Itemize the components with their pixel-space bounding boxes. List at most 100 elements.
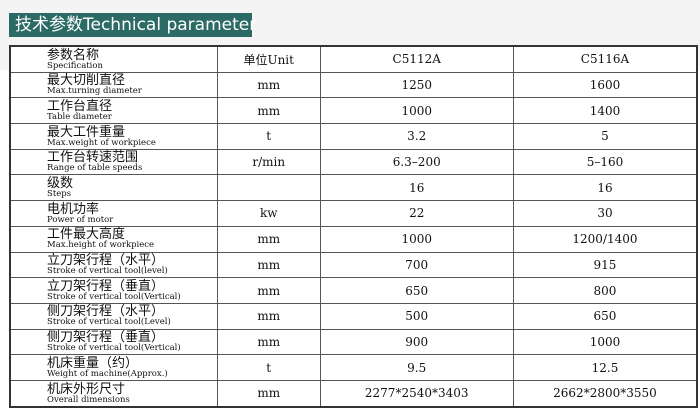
spec-en: Max.height of workpiece xyxy=(47,240,155,251)
model2-value: 12.5 xyxy=(512,354,698,381)
unit-cell: t xyxy=(216,354,321,381)
table-row: 机床重量（约） Weight of machine(Approx.) t 9.5 … xyxy=(9,354,698,381)
table-row: 工件最大高度 Max.height of workpiece mm 1000 12… xyxy=(9,225,698,253)
section-title: 技术参数Technical parameter xyxy=(9,13,256,37)
model1-value: 2277*2540*3403 xyxy=(319,379,514,408)
unit-cell: mm xyxy=(216,71,321,99)
unit-cell: mm xyxy=(216,97,321,125)
model1-value: 700 xyxy=(319,251,514,279)
table-row: 立刀架行程（垂直） Stroke of vertical tool(Vertica… xyxy=(9,277,698,304)
model2-value: 800 xyxy=(512,277,698,304)
model2-value: 1000 xyxy=(512,328,698,356)
spec-cell: 工作台转速范围 Range of table speeds xyxy=(9,148,218,176)
table-row: 最大切削直径 Max.turning diameter mm 1250 1600 xyxy=(9,71,698,99)
model1-value: 650 xyxy=(319,277,514,304)
unit-cell: t xyxy=(216,123,321,150)
spec-cell: 级数 Steps xyxy=(9,174,218,202)
model2-value: 1600 xyxy=(512,71,698,99)
spec-en: Max.weight of workpiece xyxy=(47,137,156,148)
spec-cell: 机床重量（约） Weight of machine(Approx.) xyxy=(9,354,218,381)
spec-en: Range of table speeds xyxy=(47,163,143,174)
model1-value: 22 xyxy=(319,200,514,227)
table-row: 工作台转速范围 Range of table speeds r/min 6.3–2… xyxy=(9,148,698,176)
unit-cell: kw xyxy=(216,200,321,227)
spec-zh: 工作台转速范围 xyxy=(47,150,139,166)
spec-cell: 立刀架行程（垂直） Stroke of vertical tool(Vertica… xyxy=(9,277,218,304)
model1-header: C5112A xyxy=(319,45,514,73)
model2-value: 1200/1400 xyxy=(512,225,698,253)
model2-value: 30 xyxy=(512,200,698,227)
spec-cell: 立刀架行程（水平） Stroke of vertical tool(level) xyxy=(9,251,218,279)
spec-zh: 级数 xyxy=(47,176,74,192)
spec-cell: 侧刀架行程（垂直） Stroke of vertical tool(Vertica… xyxy=(9,328,218,356)
spec-en: Stroke of vertical tool(level) xyxy=(47,266,168,277)
table-header-row: 参数名称 Specification 单位Unit C5112A C5116A xyxy=(9,45,698,73)
model2-value: 915 xyxy=(512,251,698,279)
spec-en: Steps xyxy=(47,189,72,200)
spec-header: 参数名称 Specification xyxy=(9,45,218,73)
spec-zh: 立刀架行程（水平） xyxy=(47,253,165,269)
spec-cell: 工作台直径 Table diameter xyxy=(9,97,218,125)
spec-zh: 机床重量（约） xyxy=(47,355,139,371)
unit-cell: mm xyxy=(216,251,321,279)
spec-cell: 最大切削直径 Max.turning diameter xyxy=(9,71,218,99)
spec-en: Stroke of vertical tool(Vertical) xyxy=(47,291,181,302)
spec-cell: 侧刀架行程（水平） Stroke of vertical tool(Level) xyxy=(9,302,218,330)
unit-cell: mm xyxy=(216,225,321,253)
spec-zh: 侧刀架行程（水平） xyxy=(47,304,165,320)
spec-header-zh: 参数名称 xyxy=(47,47,100,63)
spec-cell: 电机功率 Power of motor xyxy=(9,200,218,227)
spec-en: Table diameter xyxy=(47,111,112,122)
unit-cell: mm xyxy=(216,302,321,330)
model2-value: 2662*2800*3550 xyxy=(512,379,698,408)
spec-zh: 电机功率 xyxy=(47,201,100,217)
spec-en: Stroke of vertical tool(Vertical) xyxy=(47,343,181,354)
unit-cell: mm xyxy=(216,379,321,408)
spec-zh: 机床外形尺寸 xyxy=(47,381,126,397)
model2-value: 650 xyxy=(512,302,698,330)
table-row: 侧刀架行程（水平） Stroke of vertical tool(Level) … xyxy=(9,302,698,330)
spec-cell: 机床外形尺寸 Overall dimensions xyxy=(9,379,218,408)
table-row: 电机功率 Power of motor kw 22 30 xyxy=(9,200,698,227)
unit-cell xyxy=(216,174,321,202)
model2-value: 5–160 xyxy=(512,148,698,176)
model2-header: C5116A xyxy=(512,45,698,73)
model1-value: 1250 xyxy=(319,71,514,99)
model1-value: 500 xyxy=(319,302,514,330)
table-row: 立刀架行程（水平） Stroke of vertical tool(level) … xyxy=(9,251,698,279)
parameter-table: 参数名称 Specification 单位Unit C5112A C5116A 最… xyxy=(9,45,698,408)
table-row: 级数 Steps 16 16 xyxy=(9,174,698,202)
spec-en: Overall dimensions xyxy=(47,394,130,405)
spec-en: Power of motor xyxy=(47,214,114,225)
table-row: 机床外形尺寸 Overall dimensions mm 2277*2540*34… xyxy=(9,379,698,408)
spec-zh: 侧刀架行程（垂直） xyxy=(47,330,165,346)
model1-value: 1000 xyxy=(319,225,514,253)
model2-value: 1400 xyxy=(512,97,698,125)
spec-zh: 最大切削直径 xyxy=(47,73,126,89)
table-row: 侧刀架行程（垂直） Stroke of vertical tool(Vertica… xyxy=(9,328,698,356)
model1-value: 1000 xyxy=(319,97,514,125)
spec-header-en: Specification xyxy=(47,60,103,71)
unit-cell: mm xyxy=(216,277,321,304)
model2-value: 16 xyxy=(512,174,698,202)
unit-cell: r/min xyxy=(216,148,321,176)
spec-zh: 工作台直径 xyxy=(47,98,113,114)
unit-header: 单位Unit xyxy=(216,45,321,73)
spec-en: Weight of machine(Approx.) xyxy=(47,368,168,379)
model1-value: 3.2 xyxy=(319,123,514,150)
spec-cell: 最大工件重量 Max.weight of workpiece xyxy=(9,123,218,150)
table-row: 最大工件重量 Max.weight of workpiece t 3.2 5 xyxy=(9,123,698,150)
model1-value: 9.5 xyxy=(319,354,514,381)
model1-value: 900 xyxy=(319,328,514,356)
spec-zh: 立刀架行程（垂直） xyxy=(47,278,165,294)
spec-en: Stroke of vertical tool(Level) xyxy=(47,317,171,328)
spec-zh: 工件最大高度 xyxy=(47,227,126,243)
spec-cell: 工件最大高度 Max.height of workpiece xyxy=(9,225,218,253)
spec-zh: 最大工件重量 xyxy=(47,124,126,140)
model2-value: 5 xyxy=(512,123,698,150)
model1-value: 16 xyxy=(319,174,514,202)
model1-value: 6.3–200 xyxy=(319,148,514,176)
table-row: 工作台直径 Table diameter mm 1000 1400 xyxy=(9,97,698,125)
spec-en: Max.turning diameter xyxy=(47,86,142,97)
unit-cell: mm xyxy=(216,328,321,356)
